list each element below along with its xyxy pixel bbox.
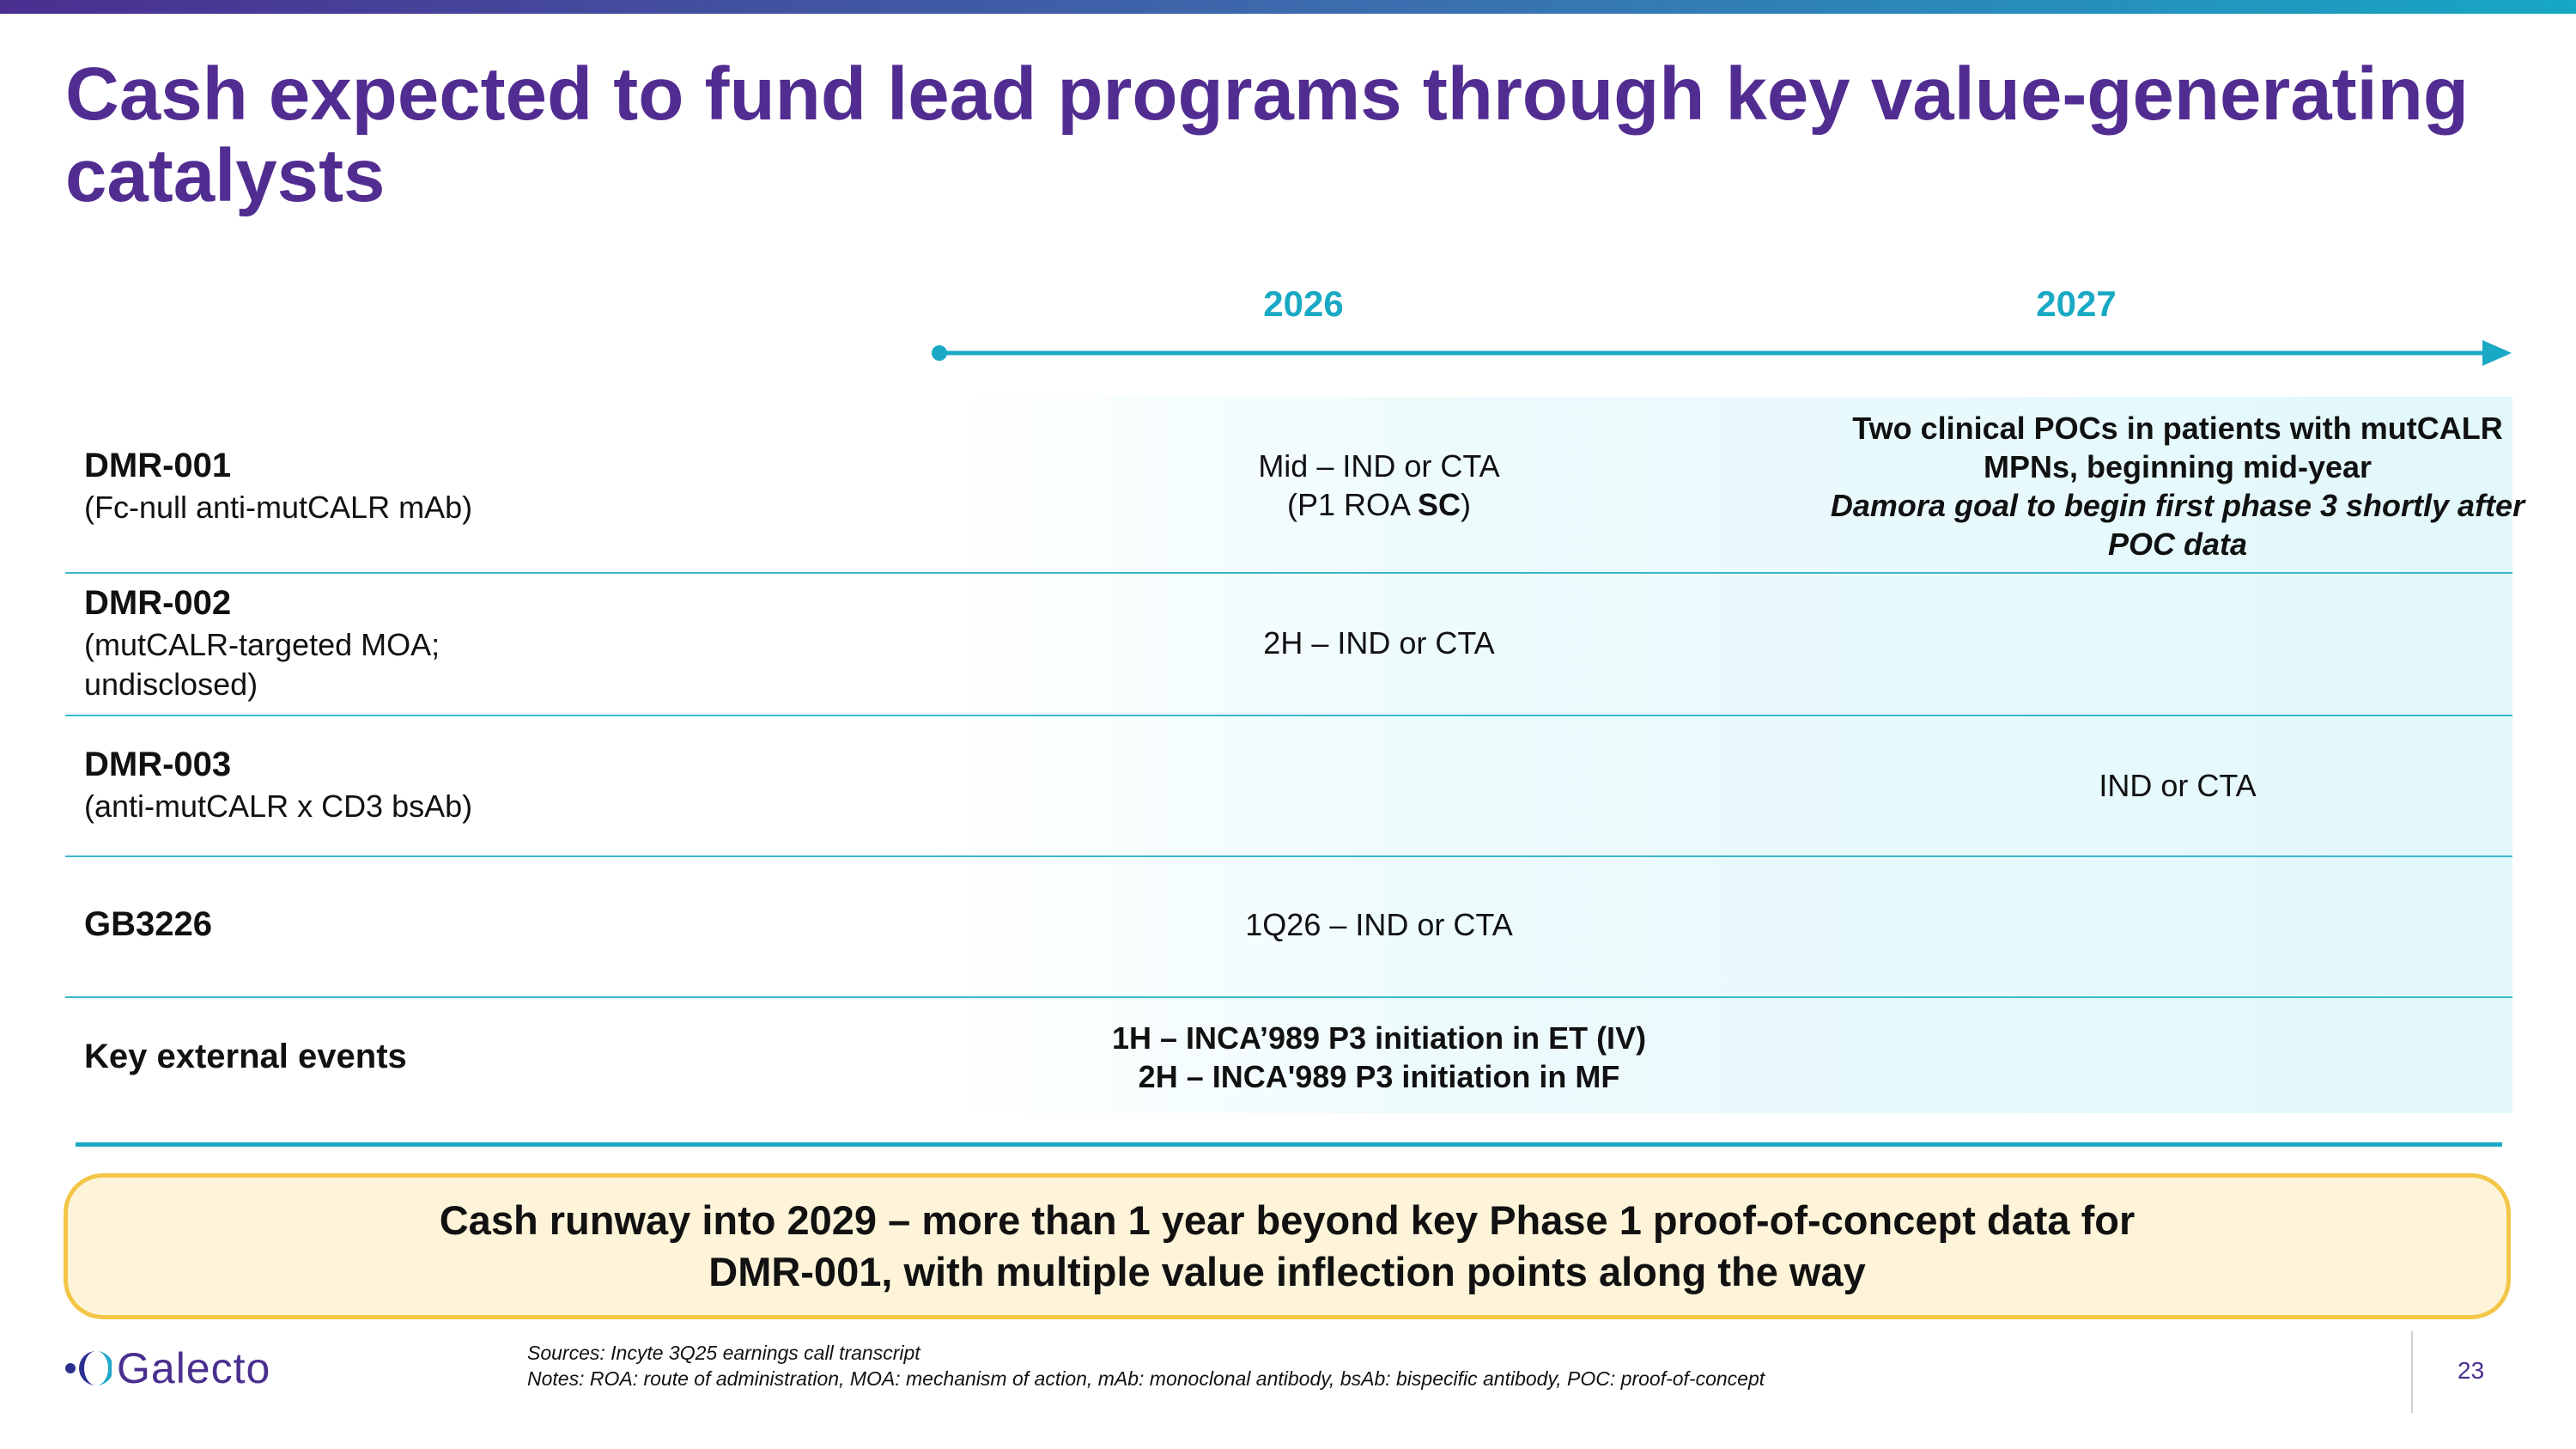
program-name: DMR-001 [84, 447, 232, 484]
year-label-2026: 2026 [1263, 283, 1344, 324]
section-divider [76, 1142, 2502, 1147]
top-gradient-bar [0, 0, 2576, 14]
milestone-2026: 2H – IND or CTA [1263, 625, 1495, 661]
program-description: (mutCALR-targeted MOA; undisclosed) [84, 627, 440, 702]
milestone-2027: Two clinical POCs in patients with mutCA… [1830, 411, 2525, 562]
table-row-key-external-events: Key external events 1H – INCA’989 P3 ini… [65, 998, 2512, 1113]
year-label-2027: 2027 [2036, 283, 2117, 324]
galecto-logo-icon [65, 1351, 112, 1385]
row-divider [65, 572, 2512, 574]
table-row-dmr-002: DMR-002 (mutCALR-targeted MOA; undisclos… [65, 574, 2512, 715]
timeline-arrow [932, 340, 2512, 366]
table-row-dmr-003: DMR-003 (anti-mutCALR x CD3 bsAb) IND or… [65, 716, 2512, 855]
row-divider [65, 855, 2512, 857]
footer-divider [2411, 1331, 2413, 1413]
sources-note: Sources: Incyte 3Q25 earnings call trans… [527, 1342, 920, 1364]
milestone-2026: 1H – INCA’989 P3 initiation in ET (IV) 2… [1111, 1020, 1647, 1094]
program-name: DMR-003 [84, 746, 232, 783]
abbreviations-note: Notes: ROA: route of administration, MOA… [527, 1367, 1765, 1390]
table-row-dmr-001: DMR-001 (Fc-null anti-mutCALR mAb) Mid –… [65, 397, 2524, 572]
program-description: (anti-mutCALR x CD3 bsAb) [84, 788, 473, 824]
program-name: Key external events [84, 1038, 407, 1075]
page-number: 23 [2458, 1357, 2485, 1384]
row-divider [65, 996, 2512, 998]
row-divider [65, 715, 2512, 716]
logo-wordmark: Galecto [117, 1344, 271, 1392]
program-description: (Fc-null anti-mutCALR mAb) [84, 490, 473, 525]
footnotes: Sources: Incyte 3Q25 earnings call trans… [527, 1340, 1765, 1391]
cash-runway-callout: Cash runway into 2029 – more than 1 year… [64, 1173, 2511, 1319]
milestone-2027: IND or CTA [2099, 768, 2257, 803]
milestone-2026: 1Q26 – IND or CTA [1245, 907, 1513, 942]
program-name: DMR-002 [84, 584, 232, 622]
company-logo: Galecto [64, 1343, 270, 1393]
table-row-gb3226: GB3226 1Q26 – IND or CTA [65, 857, 2512, 996]
program-name: GB3226 [84, 905, 212, 943]
slide-title: Cash expected to fund lead programs thro… [65, 52, 2470, 217]
milestone-2026: Mid – IND or CTA (P1 ROA SC) [1258, 448, 1500, 522]
timeline-arrowhead-icon [2482, 340, 2512, 366]
